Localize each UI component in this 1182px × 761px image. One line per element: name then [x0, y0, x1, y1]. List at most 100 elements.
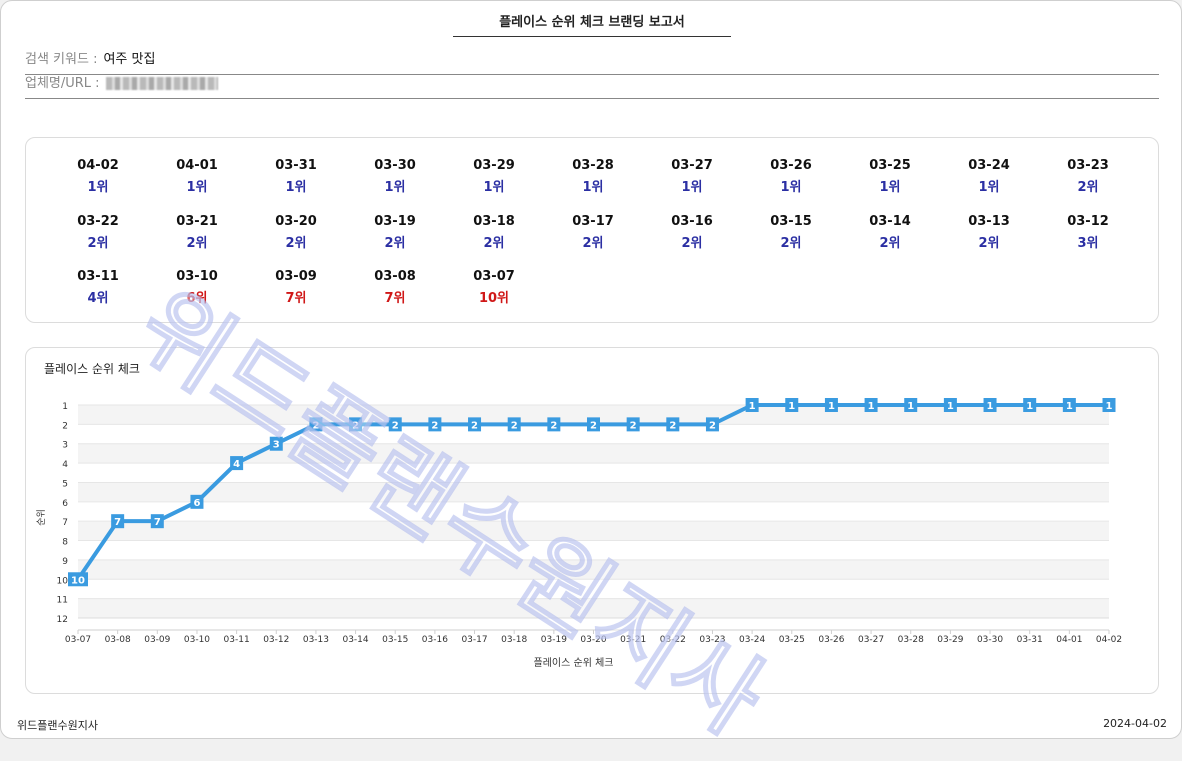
- data-label: 2: [312, 420, 319, 431]
- y-axis-title: 순위: [36, 509, 47, 526]
- data-point: [705, 417, 719, 432]
- rank-cell: 03-21 2위: [167, 214, 227, 251]
- rank-cell: 03-24 1위: [959, 158, 1019, 195]
- footer-company: 위드플랜수원지사: [17, 719, 98, 732]
- grid-band: [78, 443, 1109, 464]
- data-point: [190, 494, 204, 509]
- x-tick-label: 03-27: [858, 635, 884, 645]
- daily-rank-grid: 04-02 1위 04-01 1위 03-31 1위 03-30 1위 03-29 1위 03-28…: [25, 137, 1159, 323]
- data-label: 1: [1106, 401, 1113, 412]
- y-tick-label: 8: [62, 538, 68, 548]
- rank-date: 04-01: [176, 158, 218, 173]
- rank-value: 2위: [681, 235, 703, 251]
- data-point: [785, 398, 799, 412]
- data-point: [111, 514, 125, 529]
- rank-date: 03-22: [77, 213, 119, 229]
- rank-cell: 03-22 2위: [68, 214, 128, 251]
- rank-value: 7위: [384, 291, 406, 306]
- y-tick-label: 11: [57, 596, 68, 606]
- rank-date: 03-13: [968, 213, 1010, 229]
- rank-date: 04-02: [77, 158, 119, 173]
- data-point: [666, 417, 680, 432]
- x-tick-label: 03-30: [977, 635, 1003, 645]
- rank-date: 03-20: [275, 213, 317, 229]
- data-label: 1: [1066, 401, 1073, 412]
- x-tick-label: 03-22: [660, 635, 686, 645]
- company-label: 업체명/URL :: [25, 76, 100, 91]
- rank-cell: 04-02 1위: [68, 158, 128, 195]
- data-label: 1: [907, 401, 914, 412]
- grid-band: [78, 482, 1109, 502]
- y-tick-label: 6: [62, 499, 68, 509]
- x-tick-label: 03-15: [382, 635, 408, 645]
- x-tick-label: 03-21: [620, 635, 646, 645]
- data-point: [983, 398, 997, 412]
- rank-value: 7위: [285, 291, 307, 306]
- rank-cell: 03-12 3위: [1058, 214, 1118, 251]
- data-label: 6: [193, 498, 200, 509]
- rank-cell: 03-08 7위: [365, 269, 425, 306]
- x-tick-label: 03-29: [937, 635, 963, 645]
- x-axis-title: 플레이스 순위 체크: [534, 656, 614, 669]
- keyword-row: 검색 키워드 : 여주 맛집: [25, 51, 1159, 75]
- y-tick-label: 9: [62, 557, 68, 567]
- redacted-company-url: [105, 77, 218, 90]
- data-label: 2: [471, 420, 478, 431]
- y-tick-label: 3: [62, 441, 68, 451]
- data-point: [309, 417, 323, 432]
- rank-date: 03-14: [869, 213, 911, 229]
- y-tick-label: 4: [62, 460, 68, 470]
- y-tick-label: 1: [62, 402, 68, 412]
- y-tick-label: 2: [62, 421, 68, 431]
- rank-value: 10위: [478, 291, 510, 306]
- rank-date: 03-08: [374, 269, 416, 284]
- rank-value: 1위: [879, 180, 901, 195]
- rank-date: 03-27: [671, 158, 713, 173]
- data-point: [864, 398, 878, 412]
- rank-cell: 03-28 1위: [563, 158, 623, 195]
- x-tick-label: 03-18: [501, 635, 527, 645]
- x-tick-label: 03-07: [65, 635, 91, 645]
- x-tick-label: 03-14: [342, 635, 368, 645]
- rank-date: 03-28: [572, 158, 614, 173]
- grid-band: [78, 521, 1109, 541]
- rank-date: 03-11: [77, 269, 119, 284]
- data-point: [230, 456, 244, 471]
- rank-value: 1위: [186, 180, 208, 195]
- data-point: [269, 436, 283, 451]
- rank-cell: 03-18 2위: [464, 214, 524, 251]
- data-point: [587, 417, 600, 432]
- x-tick-label: 03-19: [541, 635, 567, 645]
- rank-cell: 03-10 6위: [167, 269, 227, 306]
- rank-cell: 03-09 7위: [266, 269, 326, 306]
- data-label: 1: [987, 401, 994, 412]
- chart-title: 플레이스 순위 체크: [44, 362, 140, 376]
- x-tick-label: 03-11: [224, 635, 250, 645]
- footer-date: 2024-04-02: [1103, 717, 1167, 730]
- data-point: [468, 417, 482, 432]
- rank-value: 2위: [780, 235, 802, 251]
- rank-value: 1위: [87, 180, 109, 195]
- grid-band: [78, 405, 1109, 425]
- rank-value: 6위: [186, 291, 208, 306]
- rank-cell: 03-15 2위: [761, 214, 821, 251]
- data-point: [349, 417, 363, 432]
- rank-value: 2위: [384, 235, 406, 251]
- rank-chart-card: 플레이스 순위 체크 1 2 3 4 5 6 7 8 9 10 11 12 03-07 03-08 03-0…: [25, 347, 1159, 694]
- x-tick-label: 03-16: [422, 635, 448, 645]
- rank-value: 2위: [1077, 180, 1099, 195]
- x-tick-label: 03-28: [898, 635, 924, 645]
- data-label: 3: [273, 440, 280, 451]
- y-tick-label: 5: [62, 479, 68, 489]
- data-label: 2: [431, 420, 438, 431]
- keyword-label: 검색 키워드 :: [25, 52, 98, 67]
- x-tick-label: 04-01: [1056, 635, 1082, 645]
- rank-date: 03-12: [1067, 213, 1109, 229]
- data-label: 2: [669, 420, 676, 431]
- rank-date: 03-18: [473, 213, 515, 229]
- rank-value: 1위: [384, 180, 406, 195]
- rank-cell: 03-30 1위: [365, 158, 425, 195]
- rank-cell: 03-19 2위: [365, 214, 425, 251]
- data-point: [428, 417, 442, 432]
